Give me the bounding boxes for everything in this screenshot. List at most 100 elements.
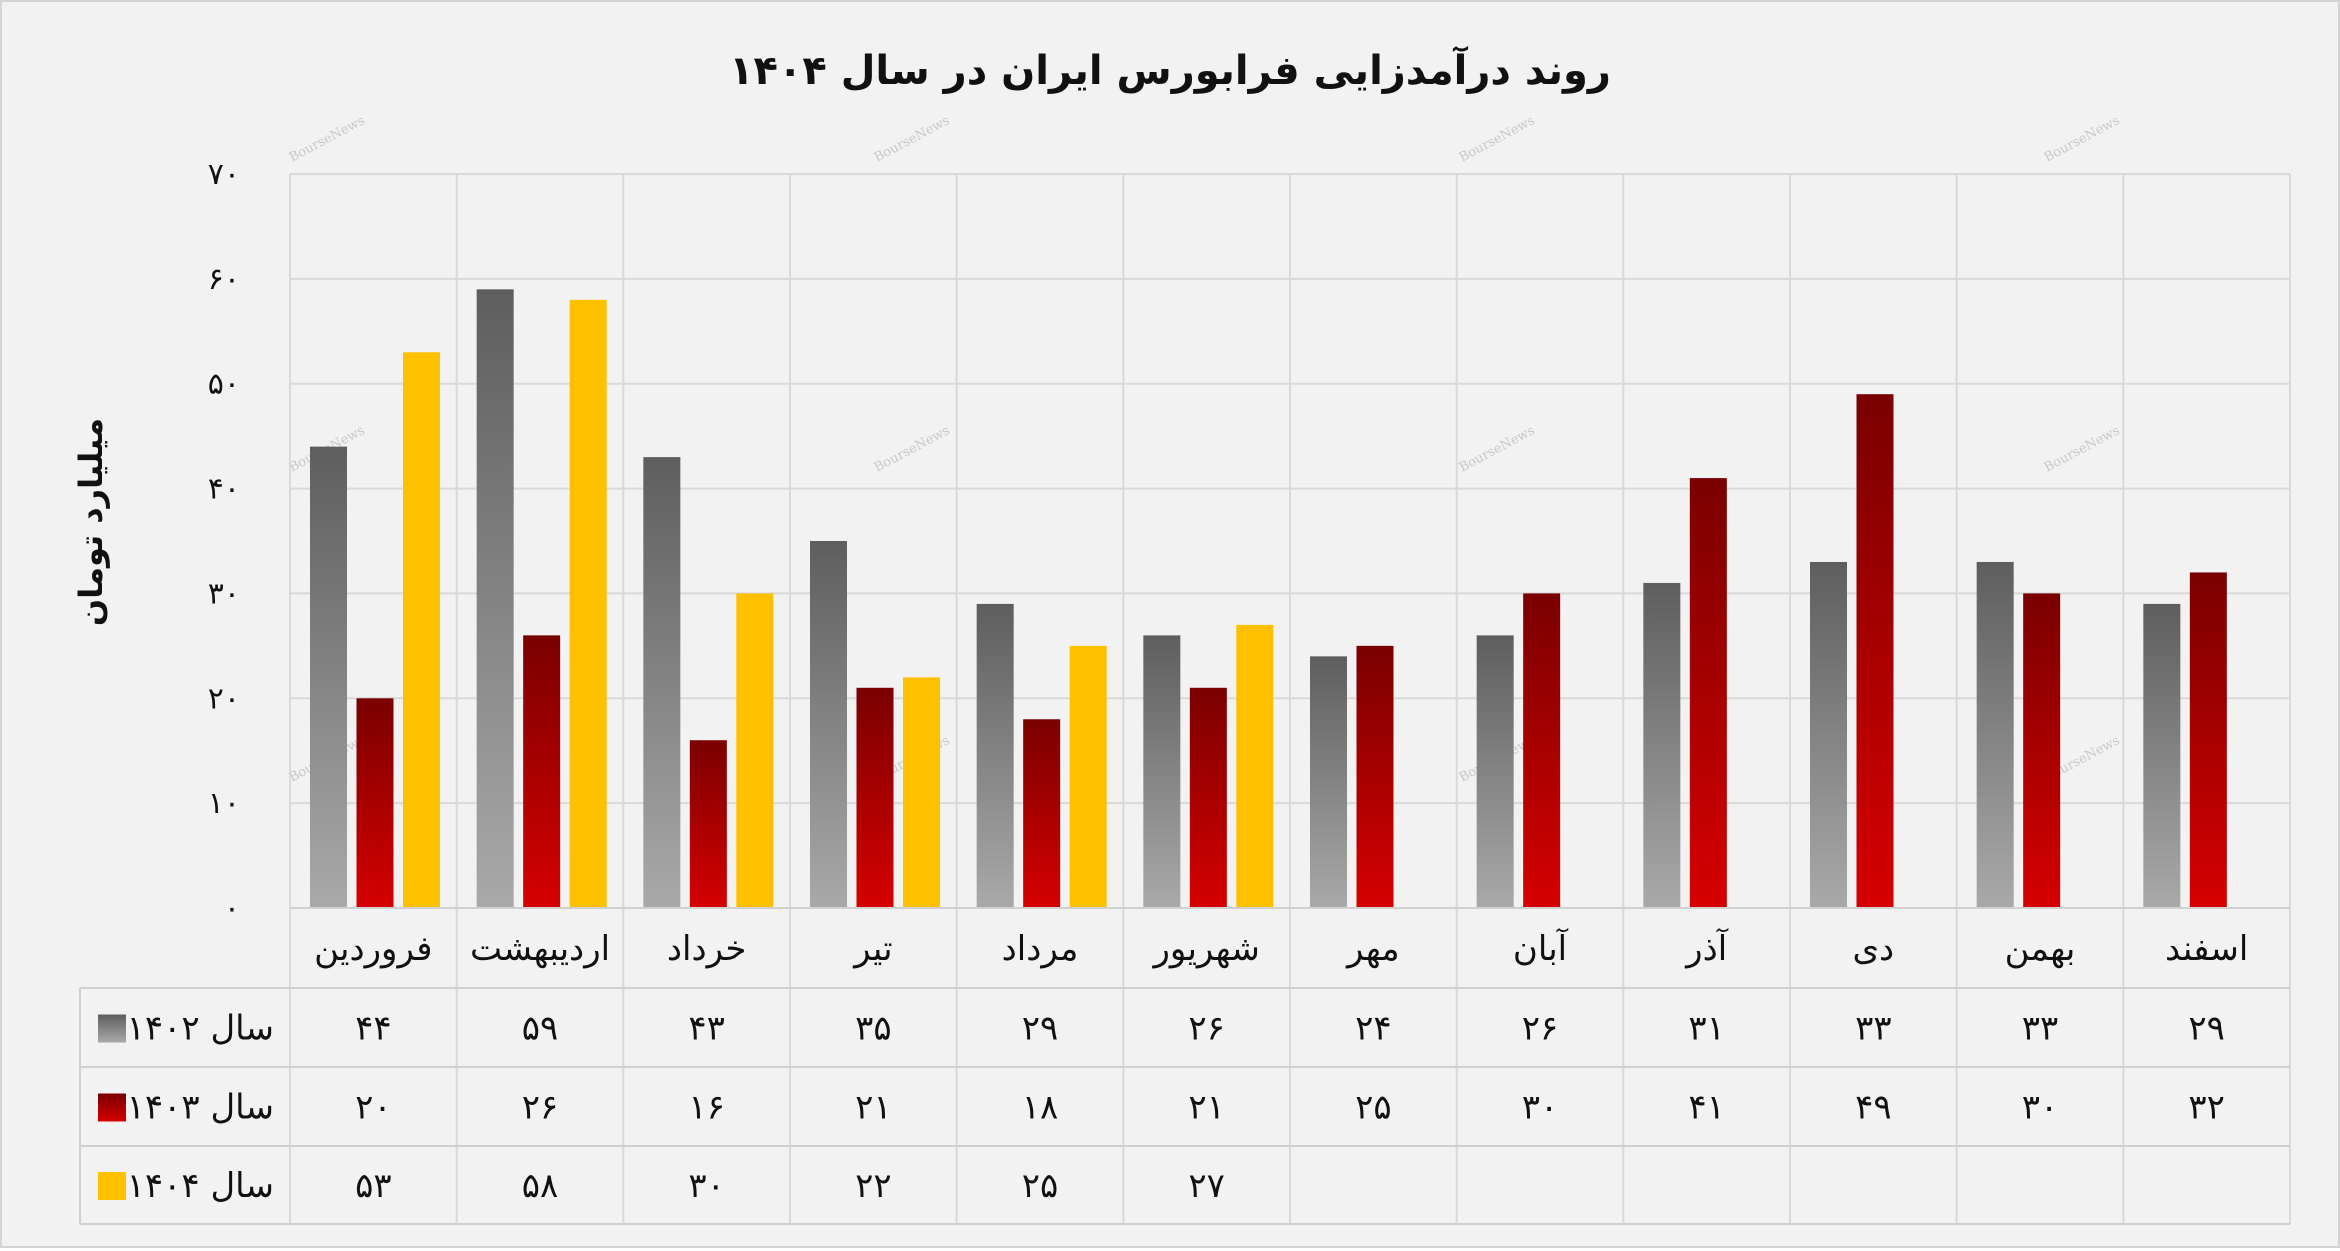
bar-1-10 xyxy=(2023,593,2061,908)
data-label-1-11: ۳۲ xyxy=(2188,1088,2225,1128)
data-label-0-0: ۴۴ xyxy=(355,1009,392,1049)
legend-label-0: سال ۱۴۰۲ xyxy=(127,1009,274,1049)
bar-2-2 xyxy=(736,593,774,908)
legend-entry-0: سال ۱۴۰۲ xyxy=(98,1009,274,1049)
watermark-text: BourseNews xyxy=(2042,423,2123,475)
bar-0-3 xyxy=(810,541,847,908)
bar-0-11 xyxy=(2143,603,2181,908)
data-label-1-3: ۲۱ xyxy=(855,1088,892,1128)
y-axis-label: میلیارد تومان xyxy=(72,418,110,626)
legend-swatch-0 xyxy=(98,1014,126,1043)
data-label-1-7: ۳۰ xyxy=(1522,1088,1559,1128)
bar-0-2 xyxy=(643,457,681,908)
bar-0-6 xyxy=(1310,656,1347,908)
data-label-1-9: ۴۹ xyxy=(1855,1088,1892,1128)
y-tick-label: ۱۰ xyxy=(208,786,240,821)
data-label-0-7: ۲۶ xyxy=(1522,1009,1559,1049)
watermark-text: BourseNews xyxy=(872,423,953,475)
data-label-1-0: ۲۰ xyxy=(355,1088,392,1128)
category-label-5: شهریور xyxy=(1151,929,1259,969)
bar-1-2 xyxy=(689,740,727,908)
bar-2-3 xyxy=(903,677,940,908)
data-label-1-10: ۳۰ xyxy=(2022,1088,2059,1128)
bar-0-1 xyxy=(476,289,514,908)
watermark-text: BourseNews xyxy=(287,113,368,165)
legend-label-1: سال ۱۴۰۳ xyxy=(127,1088,274,1128)
legend-swatch-2 xyxy=(98,1172,126,1200)
y-tick-label: ۰ xyxy=(224,891,240,926)
bar-1-3 xyxy=(856,687,894,908)
y-tick-label: ۶۰ xyxy=(208,262,240,297)
data-label-0-2: ۴۳ xyxy=(688,1009,725,1049)
data-label-0-10: ۳۳ xyxy=(2022,1009,2059,1049)
data-label-0-9: ۳۳ xyxy=(1855,1009,1892,1049)
data-label-1-1: ۲۶ xyxy=(522,1088,559,1128)
data-label-2-2: ۳۰ xyxy=(688,1166,725,1206)
category-label-9: دی xyxy=(1852,929,1894,969)
data-label-0-6: ۲۴ xyxy=(1355,1009,1392,1049)
data-label-2-3: ۲۲ xyxy=(855,1166,892,1206)
data-label-1-8: ۴۱ xyxy=(1688,1088,1725,1128)
y-axis-ticks: ۰ ۱۰ ۲۰ ۳۰ ۴۰ ۵۰ ۶۰ ۷۰ xyxy=(208,157,240,926)
data-label-2-0: ۵۳ xyxy=(355,1166,392,1206)
data-label-0-4: ۲۹ xyxy=(1022,1009,1059,1049)
data-table: فروردین اردیبهشت خرداد تیر مرداد شهریور مهر آبا… xyxy=(79,907,2290,1225)
category-label-7: آبان xyxy=(1513,928,1569,969)
legend-swatch-1 xyxy=(98,1093,126,1122)
watermark-text: BourseNews xyxy=(1457,423,1538,475)
bar-1-8 xyxy=(1689,478,1727,908)
y-tick-label: ۵۰ xyxy=(208,367,240,402)
bar-2-4 xyxy=(1069,645,1107,908)
bar-1-1 xyxy=(523,635,561,908)
legend-entry-1: سال ۱۴۰۳ xyxy=(98,1088,274,1128)
data-label-1-4: ۱۸ xyxy=(1022,1088,1059,1128)
category-label-10: بهمن xyxy=(2005,929,2076,969)
bar-0-0 xyxy=(310,446,347,908)
bar-1-9 xyxy=(1856,394,1894,908)
data-label-1-6: ۲۵ xyxy=(1355,1088,1392,1128)
y-tick-label: ۳۰ xyxy=(208,576,240,611)
data-label-1-2: ۱۶ xyxy=(688,1088,725,1128)
bar-1-7 xyxy=(1523,593,1561,908)
watermark-text: BourseNews xyxy=(872,113,953,165)
category-label-4: مرداد xyxy=(1002,929,1079,969)
y-tick-label: ۲۰ xyxy=(208,681,240,716)
data-label-1-5: ۲۱ xyxy=(1188,1088,1225,1128)
y-tick-label: ۷۰ xyxy=(208,157,240,192)
bar-0-7 xyxy=(1476,635,1514,908)
bar-1-4 xyxy=(1023,719,1061,908)
data-label-2-1: ۵۸ xyxy=(522,1166,559,1206)
bar-1-11 xyxy=(2189,572,2227,908)
bar-1-0 xyxy=(356,698,394,908)
data-label-0-1: ۵۹ xyxy=(522,1009,559,1049)
bar-0-8 xyxy=(1643,582,1681,908)
bar-0-4 xyxy=(976,603,1014,908)
chart-title: روند درآمدزایی فرابورس ایران در سال ۱۴۰۴ xyxy=(729,45,1611,94)
category-label-1: اردیبهشت xyxy=(470,929,610,969)
data-label-0-5: ۲۶ xyxy=(1188,1009,1225,1049)
watermark-text: BourseNews xyxy=(1457,113,1538,165)
bar-0-10 xyxy=(1976,561,2014,908)
data-label-0-11: ۲۹ xyxy=(2188,1009,2225,1049)
gridlines xyxy=(289,173,2291,1224)
bar-2-5 xyxy=(1236,624,1274,908)
category-label-0: فروردین xyxy=(314,929,432,969)
watermark-text: BourseNews xyxy=(2042,113,2123,165)
category-label-6: مهر xyxy=(1345,929,1400,969)
data-label-0-8: ۳۱ xyxy=(1688,1009,1725,1049)
bar-2-1 xyxy=(569,299,607,908)
category-label-8: آذر xyxy=(1684,928,1729,969)
bar-0-5 xyxy=(1143,635,1181,908)
bar-2-0 xyxy=(403,352,440,908)
legend-label-2: سال ۱۴۰۴ xyxy=(127,1166,274,1206)
bar-1-6 xyxy=(1356,645,1394,908)
data-label-2-4: ۲۵ xyxy=(1022,1166,1059,1206)
bar-0-9 xyxy=(1810,561,1847,908)
watermark-layer: BourseNews BourseNews BourseNews BourseNews… xyxy=(287,113,2123,785)
data-label-2-5: ۲۷ xyxy=(1188,1166,1225,1206)
category-label-11: اسفند xyxy=(2165,929,2248,969)
bars xyxy=(310,289,2227,908)
category-label-2: خرداد xyxy=(667,929,747,969)
